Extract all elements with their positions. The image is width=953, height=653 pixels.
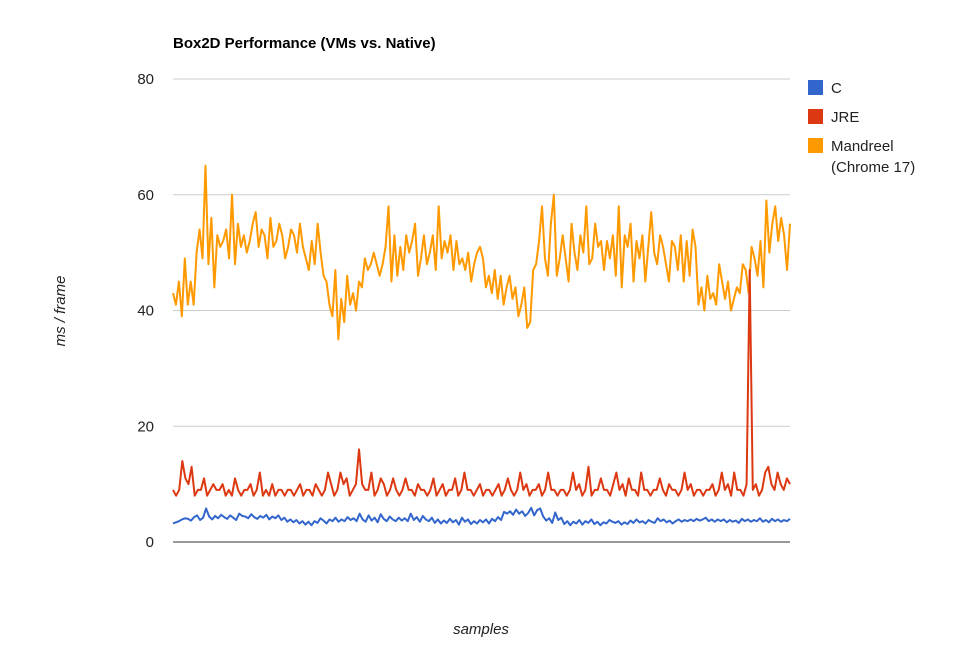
legend-item: C	[808, 80, 842, 97]
legend-item: Mandreel (Chrome 17)	[808, 138, 915, 176]
chart-title: Box2D Performance (VMs vs. Native)	[173, 35, 436, 52]
legend-label: C	[831, 80, 842, 97]
x-axis-title: samples	[453, 621, 509, 638]
series-lines	[172, 164, 791, 527]
y-axis-ticks: 0 20 40 60 80	[137, 71, 154, 551]
legend: C JRE Mandreel (Chrome 17)	[808, 80, 915, 176]
y-tick-label: 20	[137, 418, 154, 435]
legend-swatch	[808, 80, 823, 95]
series-line-c	[172, 506, 791, 527]
y-tick-label: 40	[137, 303, 154, 320]
legend-label: Mandreel (Chrome 17)	[831, 138, 915, 176]
legend-label: JRE	[831, 109, 859, 126]
legend-item: JRE	[808, 109, 859, 126]
y-axis-title: ms / frame	[52, 276, 69, 347]
y-tick-label: 60	[137, 187, 154, 204]
gridlines	[173, 78, 790, 427]
y-tick-label: 0	[146, 534, 154, 551]
series-line-mandreel	[172, 164, 791, 341]
legend-swatch	[808, 109, 823, 124]
legend-swatch	[808, 138, 823, 153]
series-line-jre	[172, 268, 791, 497]
y-tick-label: 80	[137, 71, 154, 88]
